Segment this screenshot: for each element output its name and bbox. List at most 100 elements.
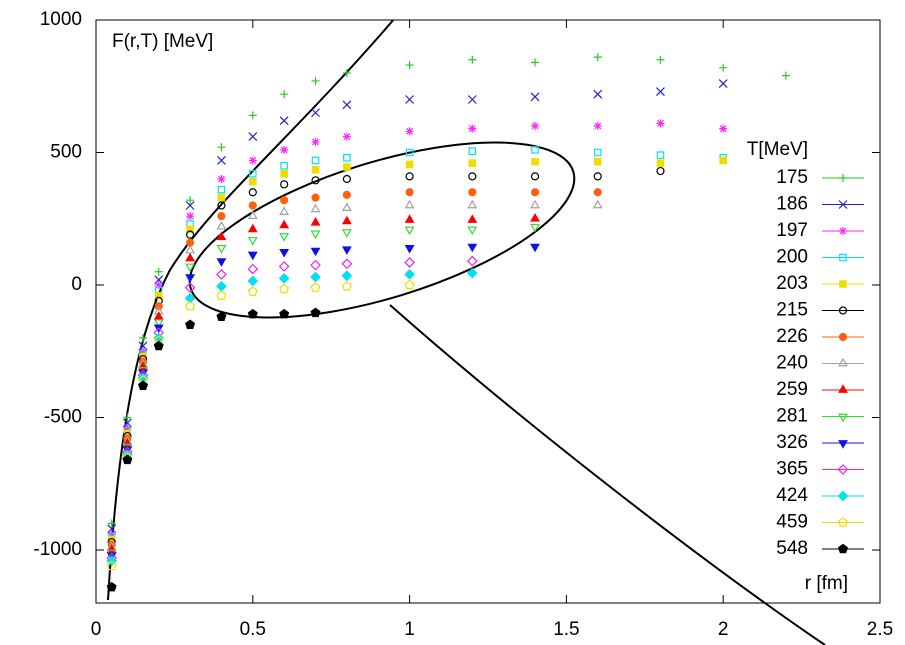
data-point	[341, 202, 352, 211]
data-point	[247, 251, 258, 261]
data-point	[468, 188, 477, 197]
data-point	[467, 226, 478, 236]
data-point	[656, 55, 665, 64]
data-point	[593, 148, 602, 157]
legend-marker	[838, 440, 848, 449]
data-point	[216, 258, 227, 267]
data-point	[186, 212, 195, 221]
data-point	[468, 124, 477, 133]
legend-marker	[839, 253, 847, 262]
data-point	[593, 188, 602, 197]
data-point	[138, 380, 149, 390]
data-point	[279, 116, 289, 126]
data-point	[310, 203, 321, 213]
data-point	[217, 212, 226, 221]
data-point	[280, 161, 288, 170]
data-point	[137, 372, 149, 384]
legend-label: 459	[776, 512, 808, 533]
data-point	[719, 156, 727, 165]
data-point	[341, 215, 352, 225]
data-point	[216, 220, 227, 230]
data-point	[405, 61, 414, 70]
data-point	[404, 226, 415, 236]
data-point	[467, 243, 478, 253]
data-point	[217, 156, 226, 165]
data-point	[592, 199, 603, 209]
data-point	[405, 172, 414, 181]
data-point	[531, 122, 540, 130]
data-point	[593, 89, 603, 99]
x-tick-label: 2	[718, 619, 729, 640]
data-point	[530, 172, 540, 181]
plot-frame	[95, 19, 881, 604]
data-point	[531, 157, 539, 166]
data-point	[279, 206, 290, 215]
data-point	[123, 413, 132, 422]
data-point	[781, 71, 790, 80]
data-point	[248, 156, 257, 165]
data-point	[185, 252, 196, 262]
data-point	[247, 263, 259, 275]
data-point	[404, 214, 415, 223]
x-tick-label: 0	[91, 619, 102, 640]
legend-label: 281	[776, 406, 808, 427]
data-point	[280, 90, 289, 99]
data-point	[341, 229, 352, 238]
data-point	[278, 261, 290, 272]
data-point	[279, 249, 290, 258]
legend-title: T[MeV]	[747, 139, 808, 160]
legend-label: 197	[776, 220, 808, 241]
plot-area	[106, 53, 790, 592]
data-point	[311, 137, 320, 146]
y-tick-label: 1000	[40, 9, 82, 30]
data-point	[107, 519, 116, 528]
x-tick-label: 0.5	[240, 619, 266, 640]
data-point	[153, 319, 164, 328]
legend-label: 175	[776, 167, 808, 188]
data-point	[342, 100, 352, 110]
y-tick-label: -500	[44, 407, 82, 428]
legend-marker	[839, 174, 847, 182]
data-point	[342, 190, 351, 199]
data-point	[311, 156, 320, 165]
data-point	[530, 243, 540, 253]
data-point	[656, 119, 665, 128]
data-point	[530, 223, 540, 233]
data-point	[185, 201, 195, 210]
data-point	[247, 223, 258, 233]
data-point	[311, 108, 320, 118]
data-point	[467, 199, 478, 209]
legend-label: 200	[776, 247, 808, 268]
data-point	[342, 69, 351, 77]
data-point	[185, 263, 196, 273]
legend-label: 240	[776, 353, 808, 374]
legend-marker	[839, 227, 847, 235]
data-point	[247, 308, 258, 319]
data-point	[247, 286, 258, 296]
data-point	[153, 340, 164, 351]
x-tick-label: 2.5	[867, 619, 893, 640]
data-point	[217, 175, 226, 183]
data-point	[310, 230, 321, 240]
data-point	[153, 332, 165, 344]
legend-marker	[838, 332, 848, 342]
data-point	[279, 219, 290, 229]
data-point	[311, 176, 320, 185]
pointer-line	[389, 304, 826, 645]
data-point	[342, 132, 351, 141]
legend-label: 424	[776, 485, 808, 506]
legend-marker	[838, 517, 848, 527]
data-point	[106, 581, 117, 592]
legend-marker	[838, 306, 848, 315]
data-point	[248, 132, 258, 142]
data-point	[593, 172, 602, 181]
data-point	[186, 196, 195, 205]
data-point	[341, 258, 353, 270]
legend-marker	[837, 464, 849, 475]
data-point	[530, 92, 540, 102]
data-point	[341, 281, 352, 291]
x-axis-label: r [fm]	[805, 573, 848, 594]
y-tick-label: 0	[71, 274, 82, 295]
y-axis-label: F(r,T) [MeV]	[112, 31, 213, 52]
